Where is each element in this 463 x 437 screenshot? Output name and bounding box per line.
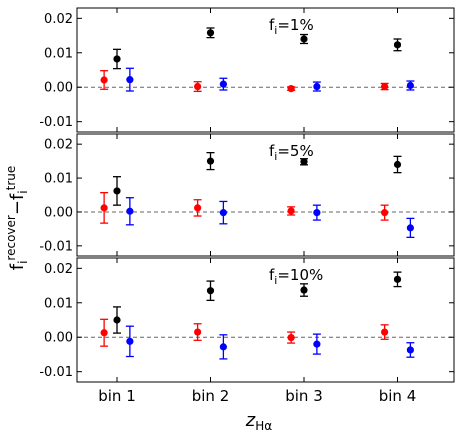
- y-tick-label: -0.01: [39, 365, 73, 380]
- y-axis-label: firecover−fitrue: [4, 166, 30, 271]
- data-point: [126, 76, 134, 84]
- y-tick-label: 0.01: [44, 46, 73, 61]
- panel-2: -0.01 0.00 0.01 0.02 fi=5%: [39, 133, 455, 257]
- y-tick-label: 0.00: [44, 205, 73, 220]
- x-tick-labels: bin 1 bin 2 bin 3 bin 4: [98, 387, 416, 405]
- series-1: [113, 271, 402, 334]
- panel-label-rest: =5%: [277, 142, 313, 160]
- data-point: [300, 286, 308, 294]
- y-tick-label: 0.02: [44, 262, 73, 277]
- y-tick-label: 0.01: [44, 296, 73, 311]
- data-point: [206, 157, 215, 165]
- data-point: [381, 328, 389, 336]
- data-point: [113, 316, 121, 324]
- data-point: [100, 204, 108, 212]
- y-axis-label-minus: −f: [7, 193, 28, 215]
- data-point: [313, 209, 321, 217]
- y-tick-label: 0.02: [44, 138, 73, 153]
- data-point: [287, 85, 295, 93]
- data-point: [100, 329, 108, 337]
- data-point: [406, 81, 414, 90]
- x-tick-label: bin 4: [379, 387, 417, 405]
- y-tick-label: 0.00: [44, 331, 73, 346]
- data-point: [300, 35, 308, 43]
- y-tick-label: 0.01: [44, 172, 73, 187]
- x-tick-label: bin 2: [192, 387, 230, 405]
- series-2: [100, 191, 389, 224]
- y-axis-label-sup2: true: [4, 166, 18, 191]
- data-point: [113, 55, 121, 63]
- y-tick-label: 0.02: [44, 12, 73, 27]
- series-2: [100, 318, 389, 347]
- panels-layer: -0.010.000.010.02 fi=1%-0.010.000.010.02 f…: [39, 7, 455, 383]
- x-axis-label-main: z: [245, 410, 256, 431]
- data-point: [287, 333, 295, 342]
- y-tick-label: -0.01: [39, 239, 73, 254]
- panel-label-base: f: [269, 142, 275, 160]
- series-1: [113, 27, 402, 70]
- data-point: [393, 275, 402, 283]
- data-point: [313, 340, 321, 348]
- data-point: [206, 287, 215, 295]
- y-axis-label-sub2: i: [16, 190, 30, 193]
- panel-label-sub: i: [274, 24, 277, 37]
- panel-label-base: f: [269, 16, 275, 34]
- x-tick-label: bin 1: [98, 387, 136, 405]
- data-point: [126, 207, 134, 215]
- panel-frame: [76, 7, 455, 133]
- series-1: [113, 151, 402, 206]
- panel-1: -0.01 0.00 0.01 0.02 fi=1%: [39, 7, 455, 133]
- data-point: [381, 209, 389, 217]
- data-point: [194, 328, 202, 336]
- y-axis-label-main: f: [7, 263, 28, 270]
- series-3: [125, 67, 415, 92]
- panel-label-sub: i: [274, 150, 277, 163]
- data-point: [219, 343, 227, 351]
- data-point: [219, 209, 227, 217]
- panel-frame: [76, 133, 455, 257]
- data-point: [194, 82, 202, 91]
- data-point: [393, 41, 402, 49]
- data-point: [300, 158, 308, 166]
- panel-3: -0.01 0.00 0.01 0.02 fi=10%: [39, 257, 455, 383]
- x-axis-label: zHα: [245, 410, 272, 433]
- data-point: [313, 82, 321, 91]
- x-axis-label-sub: Hα: [255, 419, 272, 433]
- series-2: [100, 70, 389, 93]
- y-axis-label-sub1: i: [16, 261, 30, 264]
- data-point: [381, 82, 389, 91]
- x-tick-label: bin 3: [285, 387, 323, 405]
- panel-label-rest: =1%: [277, 16, 313, 34]
- panel-label: fi=1%: [269, 16, 314, 37]
- y-axis-label-sup1: recover: [4, 215, 18, 260]
- panel-label: fi=5%: [269, 142, 314, 163]
- panel-label-sub: i: [274, 274, 277, 287]
- data-point: [206, 29, 215, 37]
- panel-label-base: f: [269, 266, 275, 284]
- data-point: [113, 187, 121, 195]
- y-tick-label: -0.01: [39, 115, 73, 130]
- data-point: [406, 346, 414, 354]
- panel-frame: [76, 257, 455, 383]
- panel-label: fi=10%: [269, 266, 323, 287]
- data-point: [100, 76, 108, 84]
- panel-label-rest: =10%: [277, 266, 323, 284]
- data-point: [194, 204, 202, 212]
- series-3: [125, 325, 415, 360]
- data-point: [126, 337, 134, 345]
- y-tick-label: 0.00: [44, 81, 73, 96]
- data-point: [287, 207, 295, 215]
- series-3: [125, 197, 415, 239]
- data-point: [406, 224, 414, 232]
- data-point: [393, 160, 402, 169]
- data-point: [219, 80, 227, 88]
